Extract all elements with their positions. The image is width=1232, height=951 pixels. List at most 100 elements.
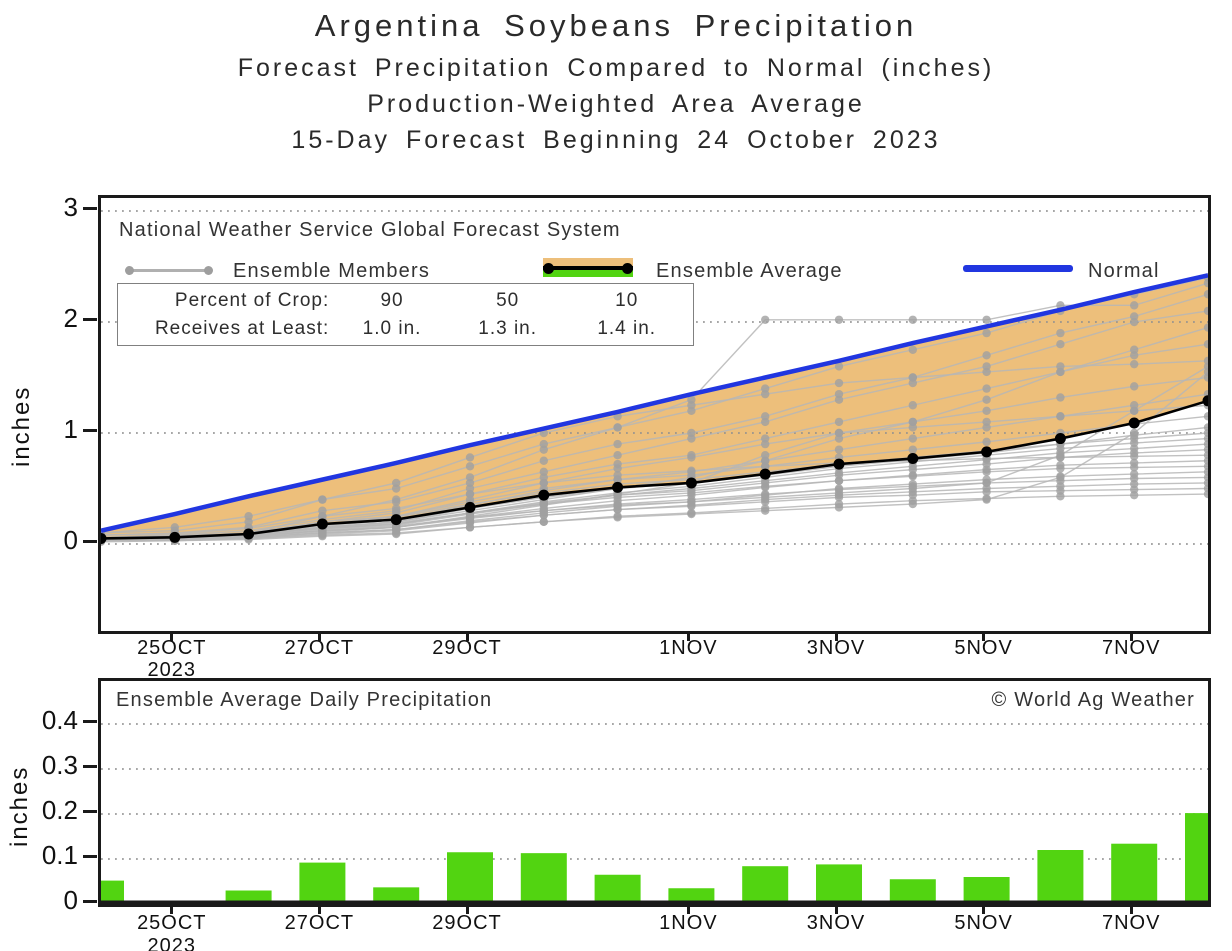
ensemble-member-dot bbox=[982, 418, 990, 426]
ensemble-average-dot bbox=[686, 477, 697, 488]
x-tick-label: 1NOV bbox=[633, 637, 743, 660]
daily-precip-bar bbox=[1037, 850, 1083, 904]
ensemble-member-dot bbox=[613, 471, 621, 479]
ensemble-member-dot bbox=[982, 407, 990, 415]
ensemble-member-dot bbox=[835, 477, 843, 485]
y-tick bbox=[83, 720, 97, 723]
ensemble-member-dot bbox=[1130, 360, 1138, 368]
ensemble-member-dot bbox=[761, 390, 769, 398]
ensemble-members-line-swatch bbox=[130, 269, 209, 272]
ensemble-member-dot bbox=[982, 438, 990, 446]
ensemble-member-dot bbox=[540, 445, 548, 453]
x-tick-sublabel: 2023 bbox=[117, 659, 227, 682]
ensemble-member-dot bbox=[982, 368, 990, 376]
ensemble-member-dot bbox=[1056, 492, 1064, 500]
ensemble-members-dot-icon bbox=[125, 266, 134, 275]
ensemble-member-dot bbox=[540, 518, 548, 526]
ensemble-member-dot bbox=[982, 384, 990, 392]
ensemble-member-dot bbox=[835, 489, 843, 497]
ensemble-member-dot bbox=[761, 482, 769, 490]
legend-ensemble-members: Ensemble Members bbox=[233, 260, 430, 283]
band-orange-swatch bbox=[543, 258, 633, 266]
x-tick-label: 29OCT bbox=[412, 912, 522, 935]
ensemble-member-dot bbox=[909, 434, 917, 442]
x-tick-label: 27OCT bbox=[264, 637, 374, 660]
daily-precip-plot bbox=[101, 681, 1208, 904]
y-tick-label: 0 bbox=[6, 885, 78, 916]
ensemble-member-dot bbox=[1056, 362, 1064, 370]
ensemble-member-dot bbox=[909, 445, 917, 453]
ensemble-member-dot bbox=[687, 498, 695, 506]
title-block: Argentina Soybeans Precipitation Forecas… bbox=[0, 8, 1232, 162]
subtitle-3: 15-Day Forecast Beginning 24 October 202… bbox=[0, 126, 1232, 155]
percent-of-crop-box: Percent of Crop: 90 50 10 Receives at Le… bbox=[117, 283, 694, 346]
info-row-percent: Percent of Crop: 90 50 10 bbox=[118, 287, 693, 315]
daily-precip-bar bbox=[521, 853, 567, 904]
legend-header: National Weather Service Global Forecast… bbox=[119, 219, 621, 242]
daily-precip-bar bbox=[890, 879, 936, 904]
x-tick-label: 29OCT bbox=[412, 637, 522, 660]
y-tick bbox=[83, 900, 97, 903]
ensemble-member-dot bbox=[835, 418, 843, 426]
ensemble-member-dot bbox=[687, 434, 695, 442]
y-tick-label: 3 bbox=[14, 192, 78, 223]
page-title: Argentina Soybeans Precipitation bbox=[0, 8, 1232, 44]
ensemble-member-dot bbox=[1056, 464, 1064, 472]
ensemble-member-dot bbox=[613, 501, 621, 509]
y-tick-label: 2 bbox=[14, 303, 78, 334]
ensemble-member-dot bbox=[982, 351, 990, 359]
y-tick-label: 0 bbox=[14, 525, 78, 556]
ensemble-member-dot bbox=[982, 396, 990, 404]
x-tick-label: 25OCT bbox=[117, 637, 227, 660]
ensemble-member-dot bbox=[835, 503, 843, 511]
ensemble-member-dot bbox=[982, 316, 990, 324]
ensemble-member-dot bbox=[1056, 412, 1064, 420]
info-value: 1.4 in. bbox=[560, 315, 693, 343]
ensemble-member-dot bbox=[466, 462, 474, 470]
top-y-axis-label: inches bbox=[8, 352, 36, 467]
ensemble-member-dot bbox=[909, 472, 917, 480]
y-tick bbox=[83, 429, 97, 432]
x-tick-sublabel: 2023 bbox=[117, 935, 227, 951]
ensemble-member-dot bbox=[687, 510, 695, 518]
subtitle-1: Forecast Precipitation Compared to Norma… bbox=[0, 54, 1232, 83]
ensemble-member-dot bbox=[1204, 412, 1208, 420]
x-tick-label: 5NOV bbox=[929, 637, 1039, 660]
average-dot-icon bbox=[543, 263, 554, 274]
daily-precip-bar bbox=[1111, 844, 1157, 904]
ensemble-member-dot bbox=[1056, 393, 1064, 401]
y-tick-label: 0.4 bbox=[6, 705, 78, 736]
daily-precip-bar bbox=[1185, 813, 1208, 904]
daily-precip-bar bbox=[816, 864, 862, 904]
ensemble-average-dot bbox=[834, 459, 845, 470]
ensemble-member-dot bbox=[1056, 340, 1064, 348]
y-tick bbox=[83, 207, 97, 210]
ensemble-member-dot bbox=[466, 453, 474, 461]
ensemble-member-dot bbox=[909, 346, 917, 354]
ensemble-member-dot bbox=[761, 440, 769, 448]
bottom-chart-title: Ensemble Average Daily Precipitation bbox=[116, 689, 492, 712]
ensemble-average-dot bbox=[317, 519, 328, 530]
average-dot-icon bbox=[622, 263, 633, 274]
ensemble-member-dot bbox=[1130, 407, 1138, 415]
ensemble-member-dot bbox=[909, 423, 917, 431]
ensemble-member-dot bbox=[318, 495, 326, 503]
ensemble-member-dot bbox=[909, 500, 917, 508]
ensemble-member-dot bbox=[1130, 351, 1138, 359]
daily-precip-bar bbox=[964, 877, 1010, 904]
ensemble-member-dot bbox=[613, 423, 621, 431]
x-tick-label: 5NOV bbox=[929, 912, 1039, 935]
y-tick bbox=[83, 765, 97, 768]
legend-normal: Normal bbox=[1088, 260, 1160, 283]
ensemble-average-dot bbox=[1055, 433, 1066, 444]
ensemble-member-dot bbox=[909, 401, 917, 409]
y-tick bbox=[83, 855, 97, 858]
ensemble-member-dot bbox=[761, 418, 769, 426]
ensemble-member-dot bbox=[761, 507, 769, 515]
ensemble-member-dot bbox=[613, 440, 621, 448]
ensemble-member-dot bbox=[1056, 329, 1064, 337]
ensemble-member-dot bbox=[1056, 473, 1064, 481]
ensemble-member-dot bbox=[466, 513, 474, 521]
baseline bbox=[101, 901, 1208, 905]
x-tick-label: 27OCT bbox=[264, 912, 374, 935]
